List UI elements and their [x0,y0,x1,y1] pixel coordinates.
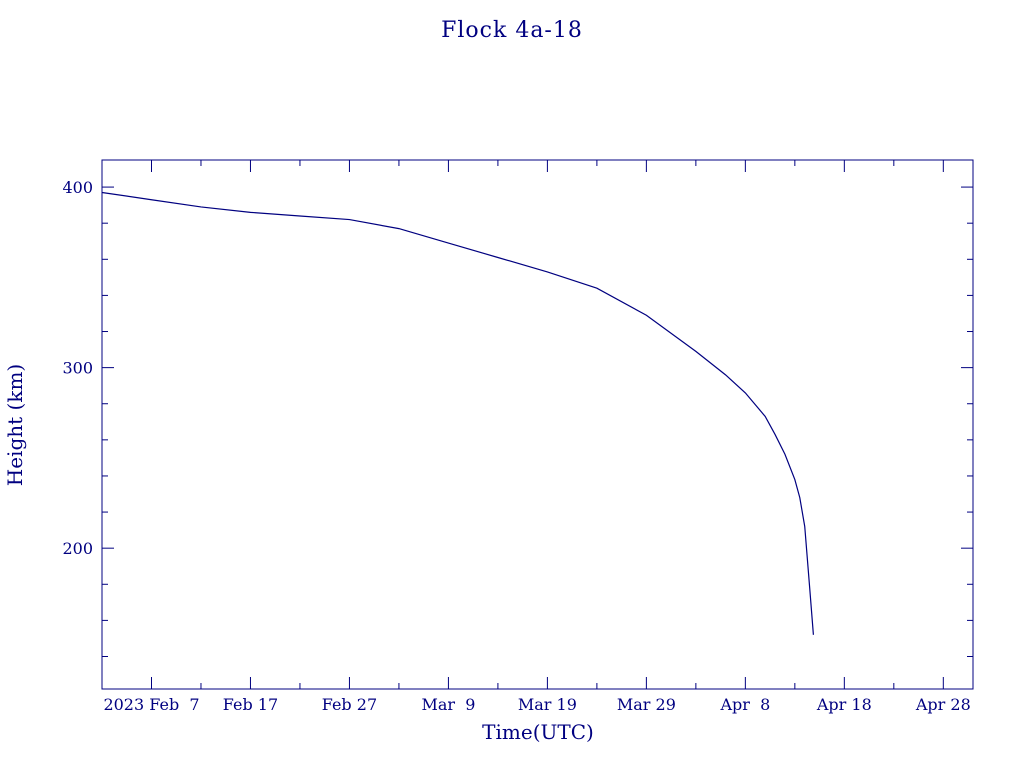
series-group [101,191,814,635]
x-tick-label: Apr 8 [719,695,770,714]
y-tick-label: 200 [62,539,93,558]
x-tick-label: Apr 28 [915,695,971,714]
x-tick-label: Mar 29 [617,695,676,714]
axis-ticks [102,160,973,689]
axis-tick-labels: 2023 Feb 7 Feb 17 Feb 27 Mar 9 Mar 19 Mar 29 A… [62,178,970,714]
x-tick-label: Mar 19 [518,695,577,714]
x-tick-label: Mar 9 [421,695,475,714]
x-tick-label: Feb 27 [322,695,377,714]
x-tick-label: Feb 17 [223,695,278,714]
y-tick-label: 400 [62,178,93,197]
x-axis-label: Time(UTC) [482,720,594,744]
y-tick-label: 300 [62,359,93,378]
y-axis-label: Height (km) [3,364,27,486]
x-tick-label: Apr 18 [816,695,872,714]
height-series-line [101,191,814,635]
x-tick-label: 2023 Feb 7 [103,695,199,714]
chart-title: Flock 4a-18 [441,18,583,43]
plot-frame [101,159,974,690]
